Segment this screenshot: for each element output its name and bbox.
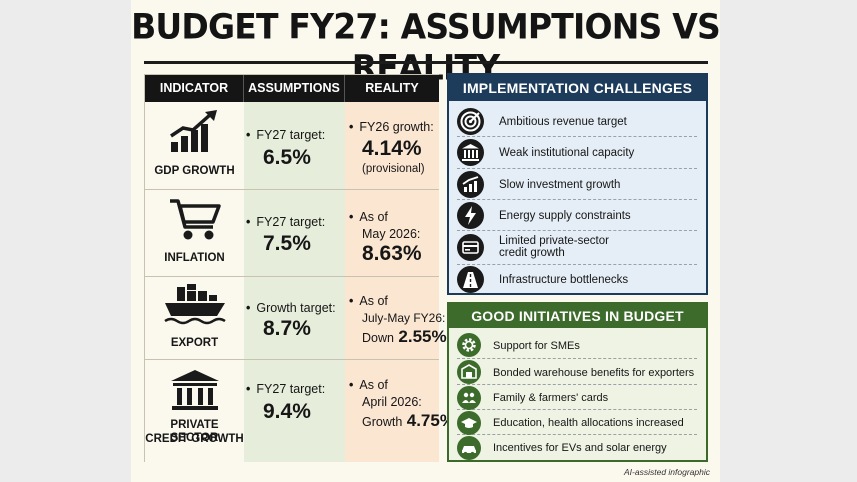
challenge-label: Ambitious revenue target xyxy=(499,116,627,128)
indicator-column-bg xyxy=(145,102,244,462)
indicator-table: INDICATOR ASSUMPTIONS REALITY GDP GROWTH… xyxy=(144,74,455,462)
table-row-inflation: INFLATION FY27 target: 7.5% As of May 20… xyxy=(145,190,439,276)
table-row-credit: PRIVATE SECTOR CREDIT GROWTH FY27 target… xyxy=(145,360,455,462)
assumptions-column-bg xyxy=(244,102,345,462)
initiative-item: Education, health allocations increased xyxy=(457,410,697,435)
initiatives-heading: GOOD INITIATIVES IN BUDGET xyxy=(449,304,706,328)
initiative-label: Family & farmers' cards xyxy=(493,392,609,404)
graduation-cap-icon xyxy=(457,411,481,435)
infographic-card: BUDGET FY27: ASSUMPTIONS VS REALITY INDI… xyxy=(131,0,721,482)
challenge-item: Ambitious revenue target xyxy=(457,106,697,137)
reality-value: 2.55% xyxy=(398,327,447,346)
family-icon xyxy=(457,386,481,410)
indicator-label: GDP GROWTH xyxy=(154,165,235,177)
reality-text: May 2026: xyxy=(362,227,421,241)
challenge-item: Infrastructure bottlenecks xyxy=(457,265,697,294)
challenge-label: credit growth xyxy=(499,247,565,259)
shopping-cart-icon xyxy=(170,199,221,240)
page-title: BUDGET FY27: ASSUMPTIONS VS REALITY xyxy=(131,6,721,88)
assumption-text: Growth target: xyxy=(246,301,335,316)
row-divider xyxy=(145,189,439,190)
indicator-label: CREDIT GROWTH xyxy=(145,433,244,445)
challenge-item: Slow investment growth xyxy=(457,169,697,200)
header-indicator: INDICATOR xyxy=(145,75,244,102)
reality-prefix: Growth xyxy=(362,415,403,429)
indicator-label: EXPORT xyxy=(170,337,219,349)
reality-column-bg xyxy=(345,102,439,462)
row-divider xyxy=(145,359,439,360)
reality-cell: As of April 2026: Growth 4.75% xyxy=(349,360,455,462)
reality-cell: As of May 2026: 8.63% xyxy=(349,190,439,276)
assumption-cell: FY27 target: 6.5% xyxy=(246,102,345,189)
reality-cell: As of July-May FY26: Down 2.55% xyxy=(349,277,446,359)
initiative-label: Bonded warehouse benefits for exporters xyxy=(493,367,695,379)
reality-value: 4.75% xyxy=(406,411,455,430)
initiative-item: Bonded warehouse benefits for exporters xyxy=(457,359,697,385)
assumption-cell: FY27 target: 7.5% xyxy=(246,190,345,276)
initiative-label: Education, health allocations increased xyxy=(493,417,684,429)
credit-card-icon xyxy=(457,234,484,261)
challenge-item: Weak institutional capacity xyxy=(457,137,697,169)
assumption-text: FY27 target: xyxy=(246,382,325,397)
bank-building-icon xyxy=(171,370,219,410)
reality-text: July-May FY26: xyxy=(362,311,446,325)
reality-text: As of xyxy=(349,294,388,309)
header-reality: REALITY xyxy=(345,75,439,102)
assumption-value: 9.4% xyxy=(263,400,311,423)
initiative-item: Family & farmers' cards xyxy=(457,385,697,410)
footnote: AI-assisted infographic xyxy=(624,467,710,477)
institution-icon xyxy=(457,139,484,166)
reality-text: As of xyxy=(349,378,388,393)
assumption-text: FY27 target: xyxy=(246,128,325,143)
assumption-text: FY27 target: xyxy=(246,215,325,230)
reality-cell: FY26 growth: 4.14% (provisional) xyxy=(349,102,439,189)
target-icon xyxy=(457,108,484,135)
implementation-challenges-panel: IMPLEMENTATION CHALLENGES Ambitious reve… xyxy=(447,73,708,295)
warehouse-icon xyxy=(457,360,481,384)
challenge-label: Energy supply constraints xyxy=(499,210,631,222)
reality-value-line: Down 2.55% xyxy=(362,327,447,347)
growth-chart-icon xyxy=(170,110,217,152)
row-divider xyxy=(145,276,439,277)
title-divider xyxy=(144,61,708,64)
reality-value: 4.14% xyxy=(362,137,422,160)
indicator-label: INFLATION xyxy=(164,252,225,264)
assumption-cell: Growth target: 8.7% xyxy=(246,277,345,359)
header-assumptions: ASSUMPTIONS xyxy=(244,75,345,102)
low-growth-chart-icon xyxy=(457,171,484,198)
good-initiatives-panel: GOOD INITIATIVES IN BUDGET Support for S… xyxy=(447,302,708,462)
assumption-value: 6.5% xyxy=(263,146,311,169)
reality-value-line: Growth 4.75% xyxy=(362,411,455,431)
challenge-item: Energy supply constraints xyxy=(457,200,697,231)
challenge-label: Limited private-sector xyxy=(499,235,609,247)
assumption-cell: FY27 target: 9.4% xyxy=(246,360,345,462)
initiative-label: Incentives for EVs and solar energy xyxy=(493,442,667,454)
cargo-ship-icon xyxy=(164,284,226,325)
reality-note: (provisional) xyxy=(362,163,425,175)
indicator-label: PRIVATE SECTOR xyxy=(170,419,219,444)
reality-text: As of xyxy=(349,210,388,225)
assumption-value: 7.5% xyxy=(263,232,311,255)
road-icon xyxy=(457,266,484,293)
initiative-item: Support for SMEs xyxy=(457,332,697,359)
initiative-label: Support for SMEs xyxy=(493,340,580,352)
table-row-export: EXPORT Growth target: 8.7% As of July-Ma… xyxy=(145,277,447,359)
reality-text: FY26 growth: xyxy=(349,120,433,135)
gear-icon xyxy=(457,333,481,357)
lightning-icon xyxy=(457,202,484,229)
challenge-label: Infrastructure bottlenecks xyxy=(499,274,629,286)
reality-value: 8.63% xyxy=(362,242,422,265)
reality-text: April 2026: xyxy=(362,395,422,409)
challenge-label: Slow investment growth xyxy=(499,179,621,191)
challenge-label: Weak institutional capacity xyxy=(499,147,635,159)
table-row-gdp: GDP GROWTH FY27 target: 6.5% FY26 growth… xyxy=(145,102,439,189)
assumption-value: 8.7% xyxy=(263,317,311,340)
challenge-item: Limited private-sector credit growth xyxy=(457,231,697,265)
electric-car-icon xyxy=(457,436,481,460)
challenges-heading: IMPLEMENTATION CHALLENGES xyxy=(449,75,706,101)
initiative-item: Incentives for EVs and solar energy xyxy=(457,435,697,460)
reality-prefix: Down xyxy=(362,331,394,345)
